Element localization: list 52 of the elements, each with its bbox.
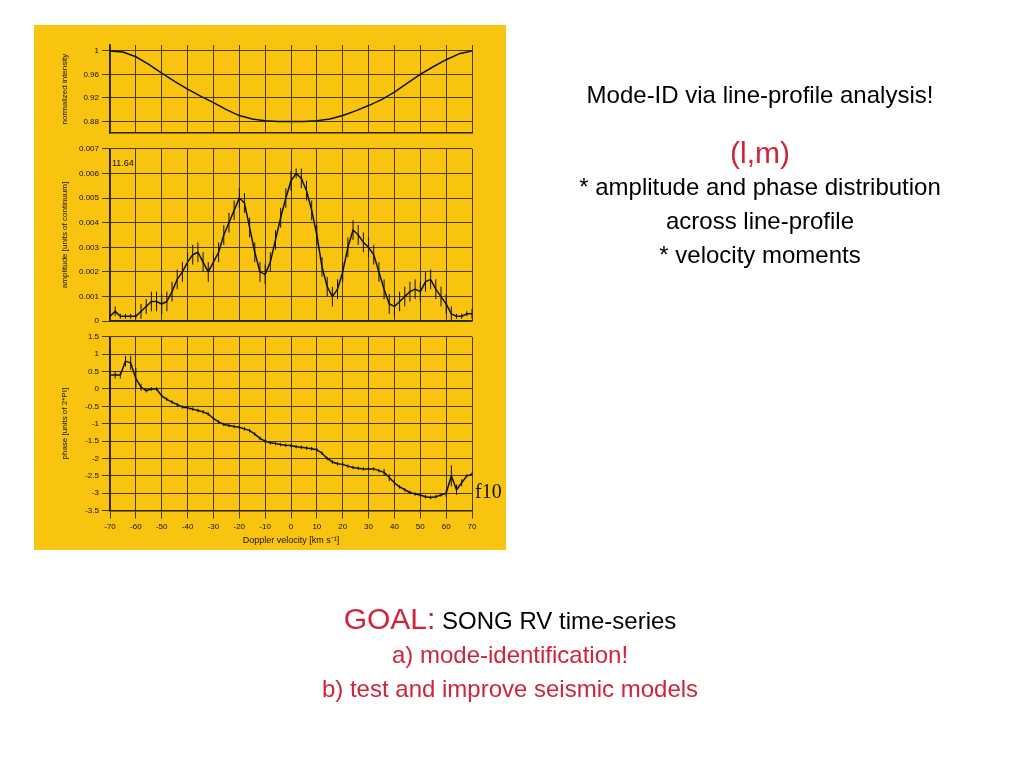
text: * amplitude and phase distribution across line-profile <box>578 172 942 236</box>
y-tick-label: 0.005 <box>78 193 100 203</box>
text: f10 <box>475 479 502 502</box>
x-tick-label: -60 <box>130 521 143 531</box>
y-tick-label: -2.5 <box>85 471 100 481</box>
x-tick-label: 70 <box>467 521 477 531</box>
y-tick-label: 0.96 <box>83 69 100 79</box>
y-tick-label: 0.006 <box>78 168 100 178</box>
text: SONG RV time-series <box>441 607 677 634</box>
y-tick-label: 0.001 <box>78 291 100 301</box>
y-tick-label: 0.007 <box>78 144 100 153</box>
y-tick-label: 1 <box>94 349 100 359</box>
y-tick-label: 0.003 <box>78 242 100 252</box>
y-tick-label: -3.5 <box>85 505 100 515</box>
y-tick-label: 0.92 <box>83 93 100 103</box>
y-tick-label: 0 <box>94 384 100 394</box>
y-axis-title: normalized intensity <box>60 53 69 125</box>
x-tick-label: -20 <box>233 521 246 531</box>
x-tick-label: -50 <box>155 521 169 531</box>
x-tick-label: -30 <box>207 521 220 531</box>
x-tick-label: 40 <box>389 521 400 531</box>
text: b) test and improve seismic models <box>320 674 700 704</box>
x-tick-label: 50 <box>415 521 426 531</box>
text: Mode-ID via line-profile analysis! <box>585 80 935 110</box>
y-axis-title: amplitude [units of continuum] <box>60 181 69 289</box>
text: * velocity moments <box>658 240 862 270</box>
y-tick-label: 1.5 <box>87 332 100 341</box>
annotation: 11.64 <box>112 157 134 168</box>
x-tick-label: 10 <box>312 521 322 531</box>
y-tick-label: -2 <box>91 453 100 463</box>
x-tick-label: 30 <box>364 521 374 531</box>
y-tick-label: 1 <box>94 46 100 56</box>
x-tick-label: -10 <box>259 521 272 531</box>
y-tick-label: -0.5 <box>85 401 100 411</box>
x-tick-label: -40 <box>181 521 194 531</box>
y-tick-label: 0.88 <box>83 116 100 126</box>
x-tick-label: 20 <box>338 521 348 531</box>
x-axis-title: Doppler velocity [km s⁻¹] <box>242 535 340 546</box>
text: GOAL: <box>343 602 436 635</box>
text: (l,m) <box>729 136 791 170</box>
y-tick-label: -1.5 <box>85 436 100 446</box>
y-tick-label: -1 <box>91 418 100 428</box>
y-tick-label: 0.004 <box>78 217 100 227</box>
x-tick-label: -70 <box>104 521 117 531</box>
text: a) mode-identification! <box>390 640 630 670</box>
y-tick-label: 0.5 <box>87 366 100 376</box>
y-tick-label: -3 <box>91 488 100 498</box>
y-tick-label: 0.002 <box>78 267 100 277</box>
x-tick-label: 60 <box>441 521 452 531</box>
y-axis-title: phase [units of 2*PI] <box>60 387 69 460</box>
y-tick-label: 0 <box>94 316 100 326</box>
x-tick-label: 0 <box>288 521 294 531</box>
